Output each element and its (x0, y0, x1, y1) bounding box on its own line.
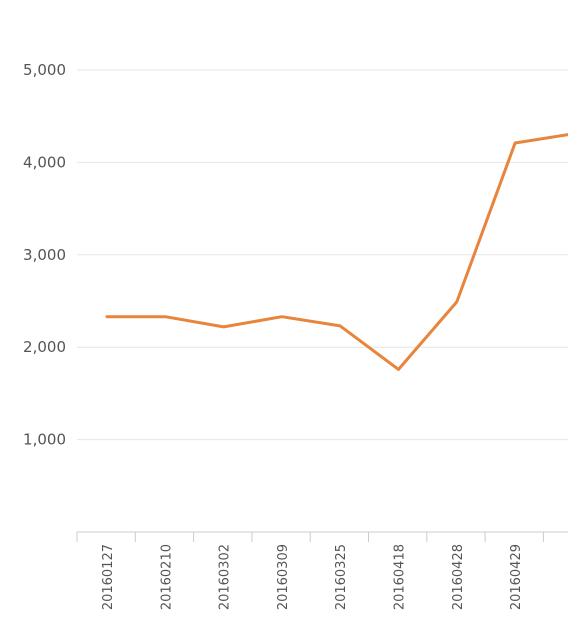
x-tick-label: 20160127 (101, 544, 116, 610)
x-tick-label: 20160325 (334, 544, 349, 610)
y-tick-label: 1,000 (23, 431, 66, 449)
y-tick-label: 3,000 (23, 246, 66, 264)
x-tick-label: 20160302 (218, 544, 233, 610)
x-tick-label: 20160418 (393, 544, 408, 610)
gridlines (77, 69, 568, 441)
series-layer (105, 133, 568, 371)
y-tick-label: 2,000 (23, 338, 66, 356)
y-tick-label: 5,000 (23, 61, 66, 79)
x-axis-tick-labels: 20160127 20160210 20160302 20160309 20160325… (101, 544, 524, 610)
y-axis-tick-labels: 1,000 2,000 3,000 4,000 5,000 (23, 61, 66, 449)
x-axis-tick-marks (76, 532, 544, 542)
y-tick-label: 4,000 (23, 153, 66, 171)
series-line-0 (105, 133, 568, 371)
x-tick-label: 20160428 (451, 544, 466, 610)
x-tick-label: 20160429 (509, 544, 524, 610)
x-tick-label: 20160309 (276, 544, 291, 610)
x-tick-label: 20160210 (159, 544, 174, 610)
